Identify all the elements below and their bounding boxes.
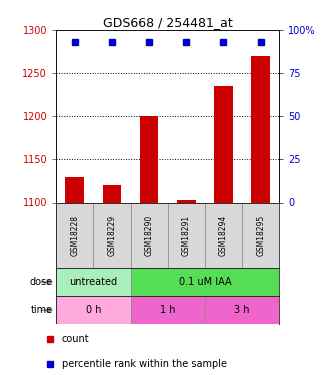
Bar [131,296,205,324]
Text: GSM18228: GSM18228 [70,215,79,256]
Bar [93,202,131,268]
Bar [103,185,121,202]
Bar [140,116,159,202]
Bar [177,200,195,202]
Bar [214,86,233,202]
Text: 1 h: 1 h [160,305,176,315]
Text: dose: dose [30,277,53,287]
Text: GSM18290: GSM18290 [145,214,154,256]
Text: count: count [62,333,89,344]
Text: GSM18295: GSM18295 [256,214,265,256]
Text: GSM18294: GSM18294 [219,214,228,256]
Text: percentile rank within the sample: percentile rank within the sample [62,359,227,369]
Title: GDS668 / 254481_at: GDS668 / 254481_at [103,16,233,29]
Bar [205,202,242,268]
Text: 0 h: 0 h [86,305,101,315]
Text: 0.1 uM IAA: 0.1 uM IAA [178,277,231,287]
Text: time: time [31,305,53,315]
Bar [205,296,279,324]
Text: untreated: untreated [69,277,117,287]
Bar [242,202,279,268]
Text: 3 h: 3 h [234,305,250,315]
Bar [56,296,131,324]
Text: GSM18229: GSM18229 [108,215,117,256]
Text: GSM18291: GSM18291 [182,215,191,256]
Bar [251,56,270,202]
Bar [56,202,93,268]
Bar [65,177,84,203]
Bar [131,268,279,296]
Bar [56,268,131,296]
Bar [168,202,205,268]
Bar [131,202,168,268]
